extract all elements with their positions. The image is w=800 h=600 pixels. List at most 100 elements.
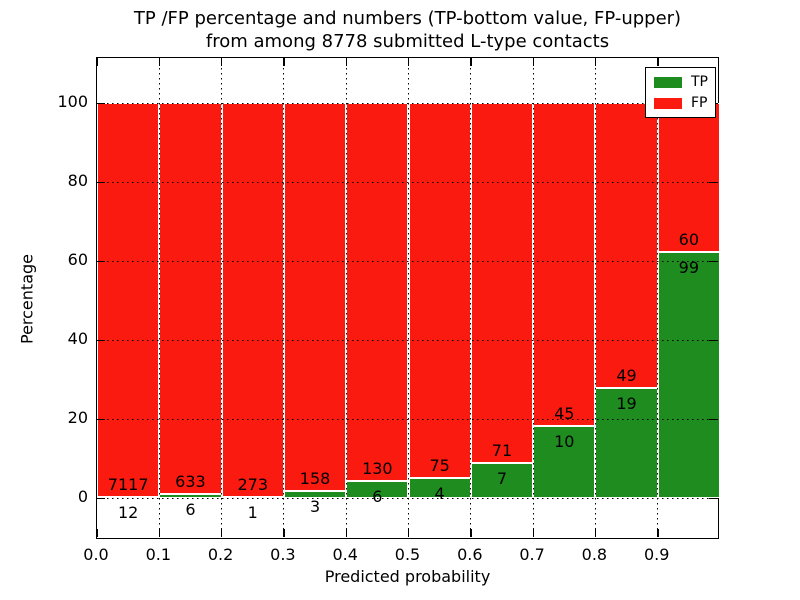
- x-tick-mark-top: [283, 58, 285, 66]
- x-tick-mark: [594, 529, 597, 537]
- tp-count-label: 6: [185, 500, 196, 520]
- fp-count-label: 158: [299, 468, 331, 488]
- gridline-horizontal: [97, 498, 718, 499]
- tp-count-label: 7: [496, 468, 508, 488]
- x-tick-label: 0.3: [270, 545, 296, 564]
- bar-segment-fp: [97, 103, 160, 498]
- bar-segment-tp: [595, 387, 658, 498]
- x-tick-mark-top: [408, 58, 410, 66]
- x-tick-mark: [657, 529, 659, 537]
- tp-count-label: 4: [434, 484, 445, 503]
- fp-count-label: 75: [429, 456, 450, 475]
- y-tick-mark-right: [709, 260, 717, 262]
- tp-count-label: 99: [678, 258, 700, 278]
- gridline-vertical: [532, 58, 534, 538]
- x-tick-mark: [96, 529, 98, 537]
- tp-count-label: 12: [117, 503, 139, 523]
- fp-count-label: 71: [491, 440, 513, 460]
- x-tick-mark-top: [594, 58, 597, 66]
- plot-area: 7117 12 633 6 273 1 158 3 130 6 75 4 71 7 45 10 49 19 60 99…: [96, 57, 720, 539]
- y-tick-label: 60: [67, 250, 88, 269]
- x-tick-label: 0.6: [457, 545, 483, 564]
- fp-count-label: 7117: [107, 475, 149, 495]
- y-tick-label: 80: [67, 171, 88, 190]
- x-tick-mark: [532, 529, 534, 537]
- x-tick-label: 0.5: [394, 545, 421, 564]
- y-tick-mark: [97, 339, 105, 341]
- chart-title-line2: from among 8778 submitted L-type contact…: [205, 31, 610, 52]
- x-axis-label: Predicted probability: [324, 567, 491, 586]
- bar-segment-tp: [408, 478, 471, 498]
- y-tick-mark: [97, 102, 105, 104]
- bar-segment-fp: [221, 103, 284, 497]
- y-tick-label: 100: [57, 92, 88, 111]
- x-tick-mark: [408, 529, 410, 537]
- legend-entry-tp: TP: [654, 74, 708, 90]
- y-tick-mark: [97, 181, 105, 183]
- gridline-vertical: [283, 58, 285, 538]
- y-tick-label: 40: [67, 329, 88, 348]
- legend-entry-fp: FP: [654, 95, 708, 111]
- tp-count-label: 1: [247, 502, 258, 522]
- tp-count-label: 19: [616, 393, 637, 413]
- y-tick-mark-right: [709, 418, 717, 420]
- fp-count-label: 273: [237, 474, 269, 494]
- bar-segment-tp: [533, 426, 596, 498]
- x-tick-mark: [158, 529, 161, 537]
- bar-segment-fp: [159, 103, 222, 495]
- x-tick-label: 0.8: [581, 545, 608, 564]
- gridline-horizontal: [97, 103, 718, 104]
- legend-label-fp: FP: [691, 95, 708, 111]
- gridline-horizontal: [97, 340, 718, 341]
- legend-swatch-fp: [654, 97, 682, 109]
- chart-title-line1: TP /FP percentage and numbers (TP-bottom…: [133, 8, 682, 29]
- x-tick-label: 0.0: [83, 545, 109, 564]
- bar-segment-tp: [657, 252, 720, 498]
- x-tick-mark-top: [657, 58, 659, 66]
- x-tick-label: 0.4: [332, 545, 358, 564]
- fp-count-label: 60: [678, 230, 700, 250]
- gridline-vertical: [657, 58, 659, 538]
- x-tick-label: 0.9: [643, 545, 670, 564]
- x-tick-mark: [345, 529, 348, 537]
- y-tick-mark: [97, 418, 105, 420]
- gridline-vertical: [221, 58, 223, 538]
- gridline-vertical: [408, 58, 409, 538]
- bar-segment-fp: [657, 103, 720, 253]
- x-tick-mark-top: [345, 58, 348, 66]
- gridline-vertical: [470, 58, 472, 538]
- gridline-vertical: [158, 58, 160, 538]
- fp-count-label: 633: [175, 472, 206, 492]
- x-tick-mark: [470, 529, 472, 537]
- bar-segment-tp: [470, 462, 534, 498]
- bar-segment-tp: [283, 490, 347, 498]
- y-tick-mark-right: [709, 497, 717, 499]
- y-tick-mark-right: [709, 339, 717, 341]
- x-tick-mark-top: [221, 58, 223, 66]
- x-tick-mark-top: [532, 58, 534, 66]
- y-tick-label: 20: [67, 408, 88, 427]
- y-axis-label: Percentage: [17, 253, 37, 345]
- x-tick-mark-top: [96, 58, 98, 66]
- bar-segment-fp: [283, 103, 347, 491]
- bar-segment-fp: [595, 103, 658, 388]
- gridline-horizontal: [97, 182, 718, 183]
- x-tick-mark-top: [158, 58, 161, 66]
- legend-swatch-tp: [654, 76, 682, 88]
- x-tick-mark: [283, 529, 285, 537]
- y-tick-mark-right: [709, 181, 717, 183]
- bar-segment-tp: [346, 480, 409, 498]
- x-tick-label: 0.2: [207, 545, 234, 564]
- gridline-horizontal: [97, 261, 718, 262]
- bar-segment-fp: [533, 103, 596, 427]
- x-tick-mark: [221, 529, 223, 537]
- fp-count-label: 49: [616, 365, 637, 385]
- x-tick-mark-top: [470, 58, 472, 66]
- gridline-vertical: [594, 58, 596, 538]
- y-tick-label: 0: [77, 487, 88, 506]
- legend-label-tp: TP: [691, 74, 708, 90]
- y-tick-mark: [97, 260, 105, 262]
- fp-count-label: 45: [554, 404, 575, 424]
- x-tick-label: 0.7: [519, 545, 545, 564]
